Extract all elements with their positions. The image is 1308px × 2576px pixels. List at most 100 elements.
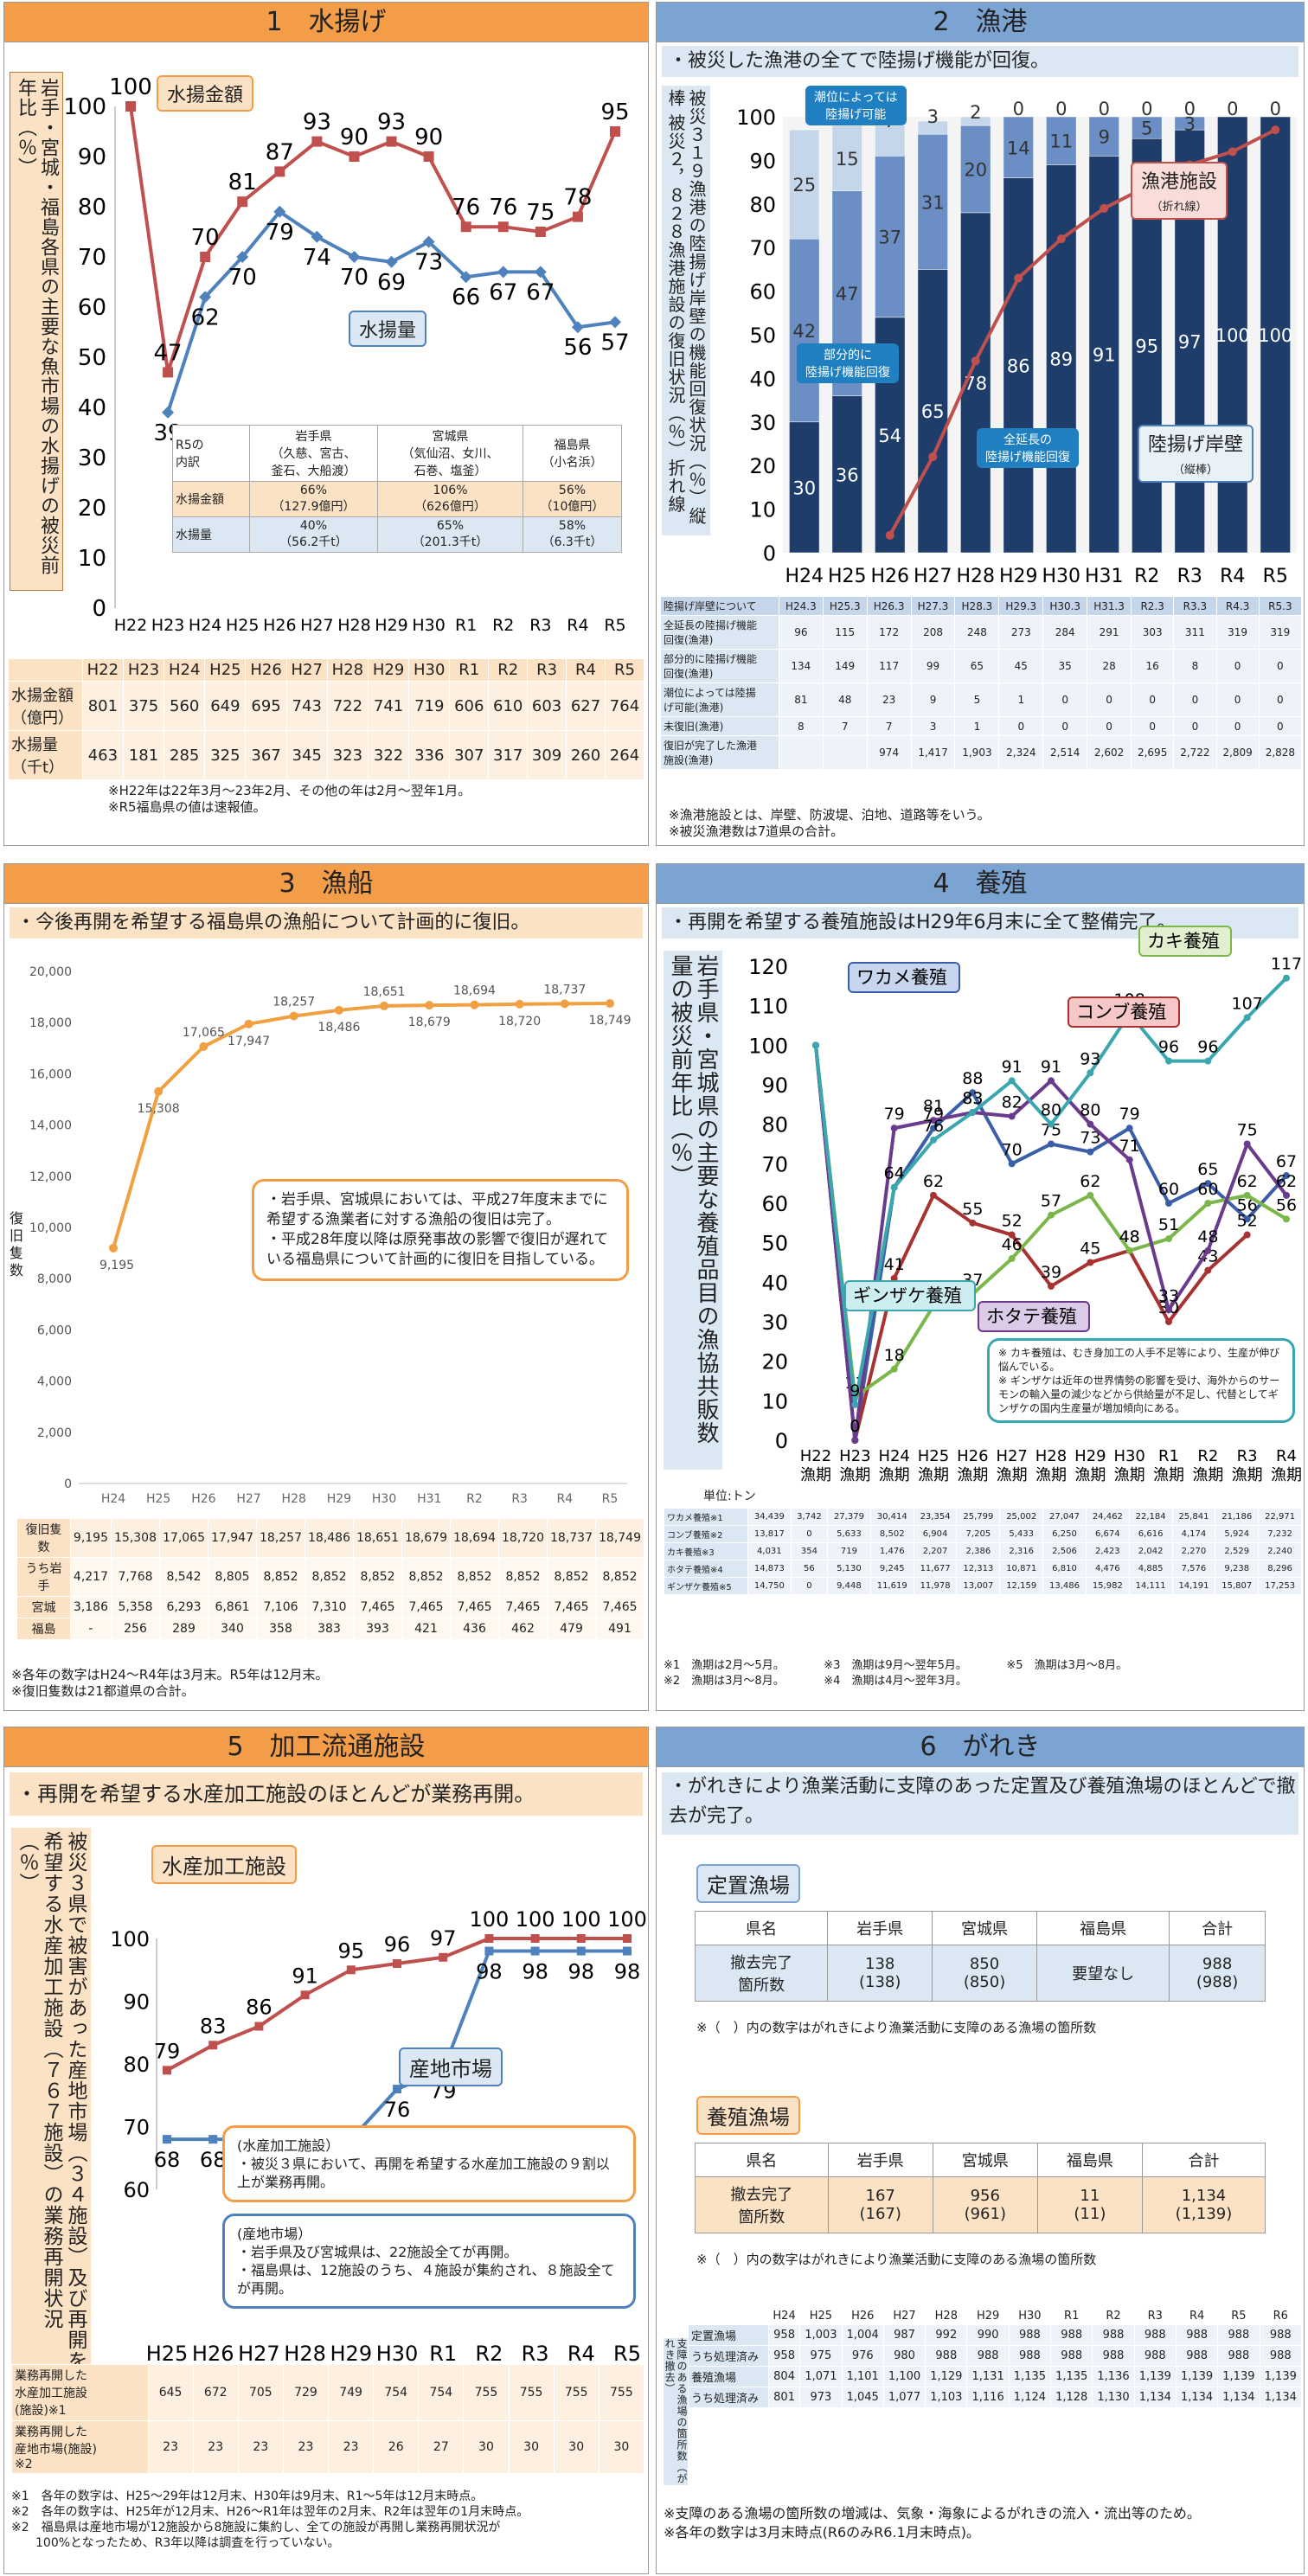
table-cell: 336 [408,730,451,780]
table-cell: 18,257 [256,1518,305,1558]
table-cell: 水揚量 （千t） [8,730,83,780]
table-cell: 421 [401,1618,451,1640]
table-cell: 22,184 [1128,1508,1173,1526]
partial-label: 部分的に 陸揚げ機能回復 [797,343,899,383]
table-cell: R2 [488,658,529,682]
x-tick-label: R1 漁期 [1153,1447,1184,1484]
table-cell: R3 [1133,2307,1177,2325]
table-cell: 合計 [1169,1911,1266,1945]
y-tick-label: 0 [64,1477,72,1491]
table-cell: 潮位によっては陸揚 げ可能(漁港) [660,682,779,717]
table-cell: 17,947 [208,1518,257,1558]
data-label: 107 [1232,994,1263,1013]
table-cell: 7,465 [498,1596,548,1618]
table-cell: 全延長の陸揚げ機能 回復(漁港) [660,615,779,650]
data-point [1125,1125,1133,1132]
table-row: 復旧隻数 9,195 15,308 17,065 17,947 18,257 18,486 1… [16,1518,644,1558]
table-cell: 4,476 [1085,1560,1130,1578]
y-tick-label: 8,000 [37,1272,72,1286]
processing-table: 業務再開した 水産加工施設 (施設)※1 645 672 705 729 749 754 75… [11,2364,645,2474]
data-label: 67 [1276,1152,1297,1171]
table-cell [778,735,824,770]
table-cell: 7,310 [305,1596,354,1618]
x-tick-label: H30 [1042,566,1080,587]
table-cell: H26.3 [866,596,912,616]
table-row: 水揚量 40% （56.2千t） 65% （201.3千t） 58% （6.3千t） [172,516,623,553]
panel-subtitle: ・がれきにより漁業活動に支障のあった定置及び養殖漁場のほとんどで撤去が完了。 [662,1772,1298,1835]
table-cell: 764 [604,681,645,731]
table-cell: 722 [326,681,369,731]
table-cell: 7,465 [401,1596,451,1618]
table-cell: 11,619 [869,1577,914,1595]
data-point [1008,1112,1016,1120]
table-cell: 4,174 [1171,1525,1216,1543]
data-point [497,221,509,233]
table-cell: 749 [328,2364,375,2421]
r5-breakdown-table: R5の 内訳 岩手県 （久慈、宮古、 釜石、大船渡） 宮城県 （気仙沼、女川、 石巻… [172,425,623,553]
data-point [1125,1246,1133,1254]
table-row: 宮城 3,186 5,358 6,293 6,861 7,106 7,310 7,465 7,4… [16,1596,644,1618]
y-tick-label: 14,000 [29,1119,72,1133]
data-label: 117 [1271,955,1302,974]
facility-point [885,530,894,540]
x-tick-label: H26 漁期 [957,1447,988,1484]
full-label: 全延長の 陸揚げ機能回復 [977,428,1079,468]
table-cell: 291 [1087,615,1132,650]
table-cell: 1 [998,682,1044,717]
data-label: 83 [962,1089,983,1108]
table-row: うち岩手 4,217 7,768 8,542 8,805 8,852 8,852 8,852 8… [16,1557,644,1597]
data-point [851,1437,859,1444]
data-point [125,101,136,112]
data-label: 76 [384,2098,411,2122]
notes: ※1 各年の数字は、H25〜29年は12月末、H30年は9月末、R1〜5年は12… [11,2489,529,2550]
x-tick-label: R4 漁期 [1271,1447,1302,1484]
table-cell: 0 [1087,716,1132,736]
table-cell: 273 [998,615,1044,650]
table-cell: 303 [1131,615,1175,650]
data-label: 68 [154,2148,181,2172]
data-point [890,1183,898,1191]
data-point [530,1934,540,1943]
y-tick-label: 100 [736,106,776,130]
table-cell: 260 [566,730,606,780]
data-point [969,1089,977,1097]
legend-label: ホタテ養殖 [986,1306,1077,1327]
y-tick-label: 10 [749,498,776,522]
data-point [1087,1191,1094,1199]
x-tick-label: H24 [101,1492,125,1506]
data-point [1243,1215,1251,1223]
data-label: 80 [1080,1101,1100,1120]
notes: ※各年の数字はH24〜R4年は3月末。R5年は12月末。 ※復旧隻数は21都道県… [11,1667,329,1699]
data-point [154,1086,164,1096]
data-label: 47 [154,340,183,366]
landings-chart: 0 10 20 30 40 50 60 70 80 90 100 H22 H23 H24 H25 H26 H27… [63,74,629,635]
data-label: 73 [1080,1129,1100,1148]
bar-segment [1088,156,1119,554]
table-cell: 988 [1175,2345,1219,2367]
table-cell: 48 [822,682,868,717]
y-tick-label: 80 [78,195,106,221]
table-cell: 0 [790,1577,829,1595]
bar-segment [917,120,948,135]
data-label: 62 [1080,1172,1100,1191]
table-cell: 975 [799,2345,843,2367]
aquaculture-ground-table: 県名 岩手県 宮城県 福島県 合計 撤去完了 箇所数 167 (167) 956 (961) 1… [695,2143,1266,2233]
data-label: 96 [1197,1038,1218,1057]
table-cell: 2,809 [1215,735,1260,770]
data-label: 56 [1276,1195,1297,1214]
bar-segment [1046,164,1077,554]
table-cell: 804 [767,2366,801,2387]
data-point [969,1219,977,1227]
table-cell: 1,129 [925,2366,968,2387]
data-label: 90 [414,125,443,151]
table-cell: 1,045 [841,2387,884,2408]
table-cell: 7,465 [547,1596,596,1618]
table-cell: H27 [285,658,328,682]
table-cell: 18,651 [353,1518,402,1558]
bar-segment [1003,116,1034,178]
table-cell: 11,978 [913,1577,958,1595]
legend-label: ワカメ養殖 [856,967,947,988]
data-label: 18,737 [543,983,586,996]
table-cell: 7,465 [353,1596,402,1618]
table-cell: 5,924 [1215,1525,1260,1543]
